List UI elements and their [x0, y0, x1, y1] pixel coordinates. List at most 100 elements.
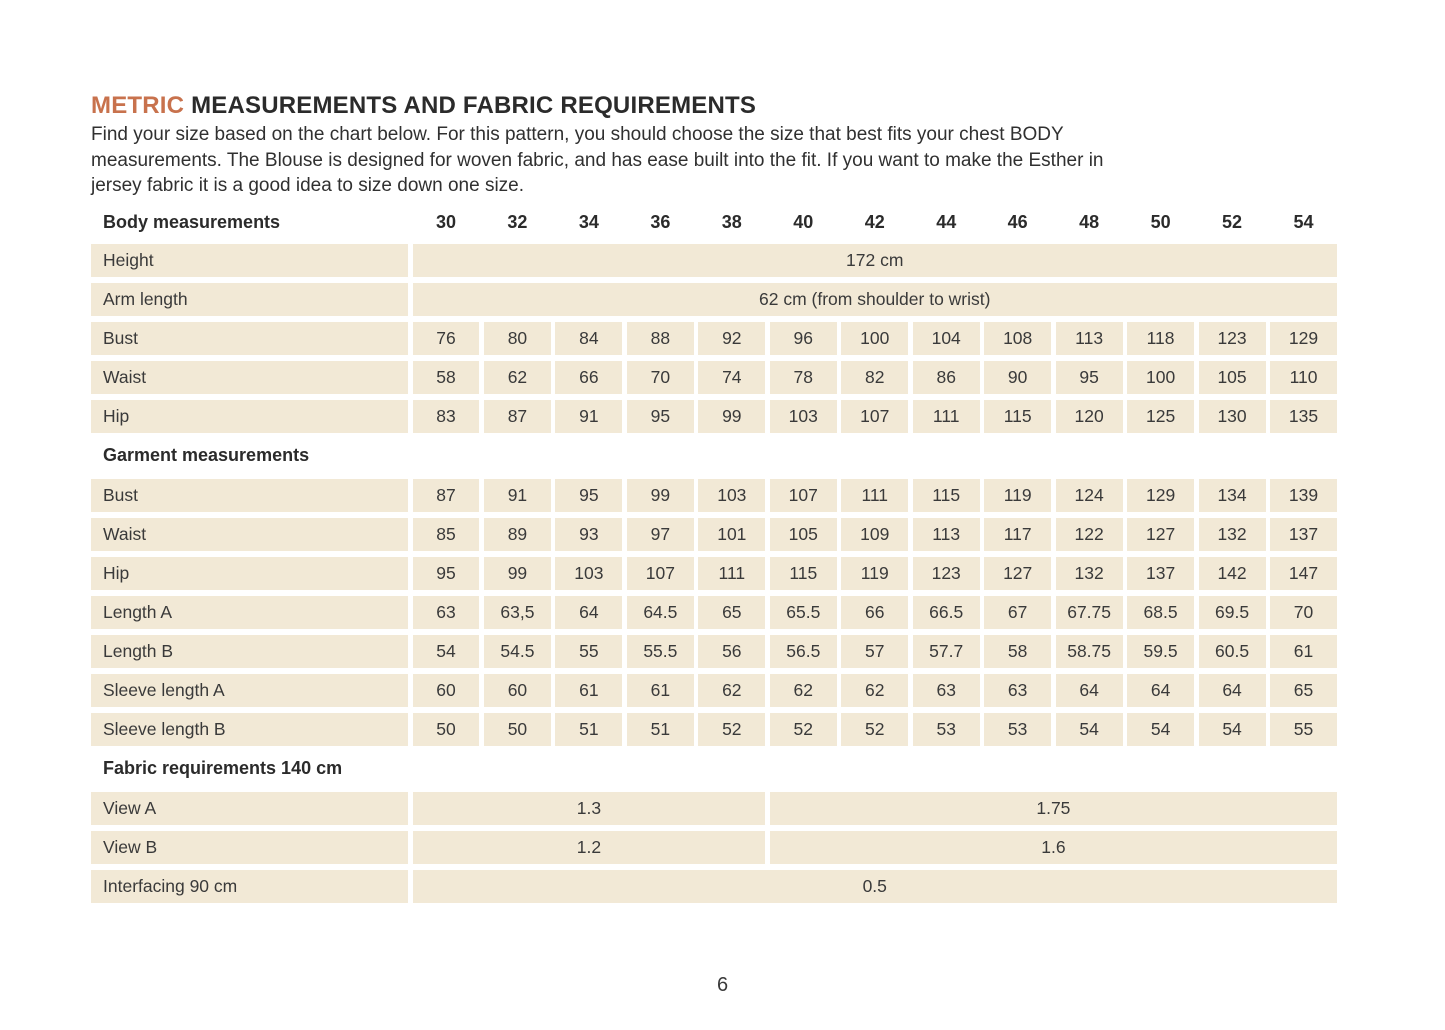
- intro-paragraph: Find your size based on the chart below.…: [91, 122, 1337, 199]
- value-cell: 111: [698, 556, 766, 590]
- value-cell: 95: [555, 478, 623, 512]
- value-cell: 84: [555, 321, 623, 355]
- value-cell: 58.75: [1055, 634, 1123, 668]
- value-cell: 66.5: [912, 595, 980, 629]
- value-cell: 105: [1198, 360, 1266, 394]
- value-cell: 125: [1127, 399, 1195, 433]
- table-row: Length B 54 54.5 55 55.5 56 56.5 57 57.7 58 58.75 5…: [91, 634, 1337, 668]
- table-row: Hip 83 87 91 95 99 103 107 111 115 120 125 130 135: [91, 399, 1337, 433]
- value-cell: 57.7: [912, 634, 980, 668]
- value-cell: 54: [1198, 712, 1266, 746]
- value-cell: 80: [483, 321, 551, 355]
- value-cell: 52: [841, 712, 909, 746]
- value-cell: 96: [769, 321, 837, 355]
- value-cell: 51: [555, 712, 623, 746]
- row-label: Height: [91, 243, 408, 277]
- value-cell: 62: [698, 673, 766, 707]
- value-cell: 95: [1055, 360, 1123, 394]
- value-cell: 65.5: [769, 595, 837, 629]
- value-cell: 63: [984, 673, 1052, 707]
- value-cell: 65: [1270, 673, 1337, 707]
- row-label: Length A: [91, 595, 408, 629]
- intro-line: Find your size based on the chart below.…: [91, 124, 1064, 145]
- value-cell: 123: [912, 556, 980, 590]
- value-cell: 115: [769, 556, 837, 590]
- intro-line: measurements. The Blouse is designed for…: [91, 149, 1104, 171]
- value-cell: 69.5: [1198, 595, 1266, 629]
- value-cell: 64: [555, 595, 623, 629]
- value-cell: 65: [698, 595, 766, 629]
- size-column-header: 30: [435, 212, 456, 232]
- page-title-rest: MEASUREMENTS AND FABRIC REQUIREMENTS: [184, 92, 757, 119]
- garment-measurement-rows: Bust 87 91 95 99 103 107 111 115 119 124 129 134 139 W…: [91, 478, 1337, 746]
- value-cell: 60: [483, 673, 551, 707]
- value-cell: 56: [698, 634, 766, 668]
- value-cell: 137: [1127, 556, 1195, 590]
- table-row-arm-length: Arm length 62 cm (from shoulder to wrist…: [91, 282, 1337, 316]
- value-cell: 129: [1270, 321, 1337, 355]
- row-label: View A: [91, 791, 408, 825]
- intro-line: jersey fabric it is a good idea to size …: [91, 175, 525, 196]
- value-cell: 55: [1270, 712, 1337, 746]
- value-cell: 62: [841, 673, 909, 707]
- value-cell: 132: [1055, 556, 1123, 590]
- value-cell: 63,5: [483, 595, 551, 629]
- value-cell: 99: [626, 478, 694, 512]
- value-cell: 66: [555, 360, 623, 394]
- value-cell: 88: [626, 321, 694, 355]
- value-cell: 64: [1127, 673, 1195, 707]
- value-cell: 118: [1127, 321, 1195, 355]
- value-cell: 139: [1270, 478, 1337, 512]
- fabric-value-small-sizes: 1.2: [412, 830, 766, 864]
- row-label: Sleeve length B: [91, 712, 408, 746]
- value-cell: 78: [769, 360, 837, 394]
- page-number: 6: [716, 974, 729, 996]
- value-cell: 54: [412, 634, 480, 668]
- row-label: Hip: [91, 556, 408, 590]
- value-cell: 92: [698, 321, 766, 355]
- fabric-requirements-header: Fabric requirements 140 cm: [103, 757, 343, 778]
- row-span-value: 0.5: [412, 869, 1337, 903]
- row-label: Bust: [91, 478, 408, 512]
- value-cell: 53: [912, 712, 980, 746]
- value-cell: 53: [984, 712, 1052, 746]
- value-cell: 129: [1127, 478, 1195, 512]
- size-column-header: 50: [1150, 212, 1171, 232]
- value-cell: 52: [698, 712, 766, 746]
- value-cell: 117: [984, 517, 1052, 551]
- row-label: Interfacing 90 cm: [91, 869, 408, 903]
- table-row-view-a: View A 1.3 1.75: [91, 791, 1337, 825]
- row-label: Waist: [91, 360, 408, 394]
- value-cell: 142: [1198, 556, 1266, 590]
- garment-measurements-header: Garment measurements: [103, 444, 310, 465]
- value-cell: 147: [1270, 556, 1337, 590]
- value-cell: 95: [626, 399, 694, 433]
- value-cell: 111: [841, 478, 909, 512]
- row-label: Bust: [91, 321, 408, 355]
- value-cell: 58: [412, 360, 480, 394]
- value-cell: 99: [483, 556, 551, 590]
- value-cell: 62: [483, 360, 551, 394]
- value-cell: 135: [1270, 399, 1337, 433]
- value-cell: 70: [1270, 595, 1337, 629]
- value-cell: 54: [1055, 712, 1123, 746]
- value-cell: 68.5: [1127, 595, 1195, 629]
- value-cell: 137: [1270, 517, 1337, 551]
- value-cell: 60.5: [1198, 634, 1266, 668]
- value-cell: 74: [698, 360, 766, 394]
- row-label: Length B: [91, 634, 408, 668]
- value-cell: 103: [555, 556, 623, 590]
- table-row-interfacing: Interfacing 90 cm 0.5: [91, 869, 1337, 903]
- table-row-height: Height 172 cm: [91, 243, 1337, 277]
- size-column-header: 40: [793, 212, 814, 232]
- value-cell: 101: [698, 517, 766, 551]
- size-column-header: 46: [1007, 212, 1028, 232]
- value-cell: 97: [626, 517, 694, 551]
- value-cell: 113: [912, 517, 980, 551]
- row-span-value: 62 cm (from shoulder to wrist): [412, 282, 1337, 316]
- row-span-value: 172 cm: [412, 243, 1337, 277]
- value-cell: 51: [626, 712, 694, 746]
- value-cell: 95: [412, 556, 480, 590]
- value-cell: 85: [412, 517, 480, 551]
- value-cell: 62: [769, 673, 837, 707]
